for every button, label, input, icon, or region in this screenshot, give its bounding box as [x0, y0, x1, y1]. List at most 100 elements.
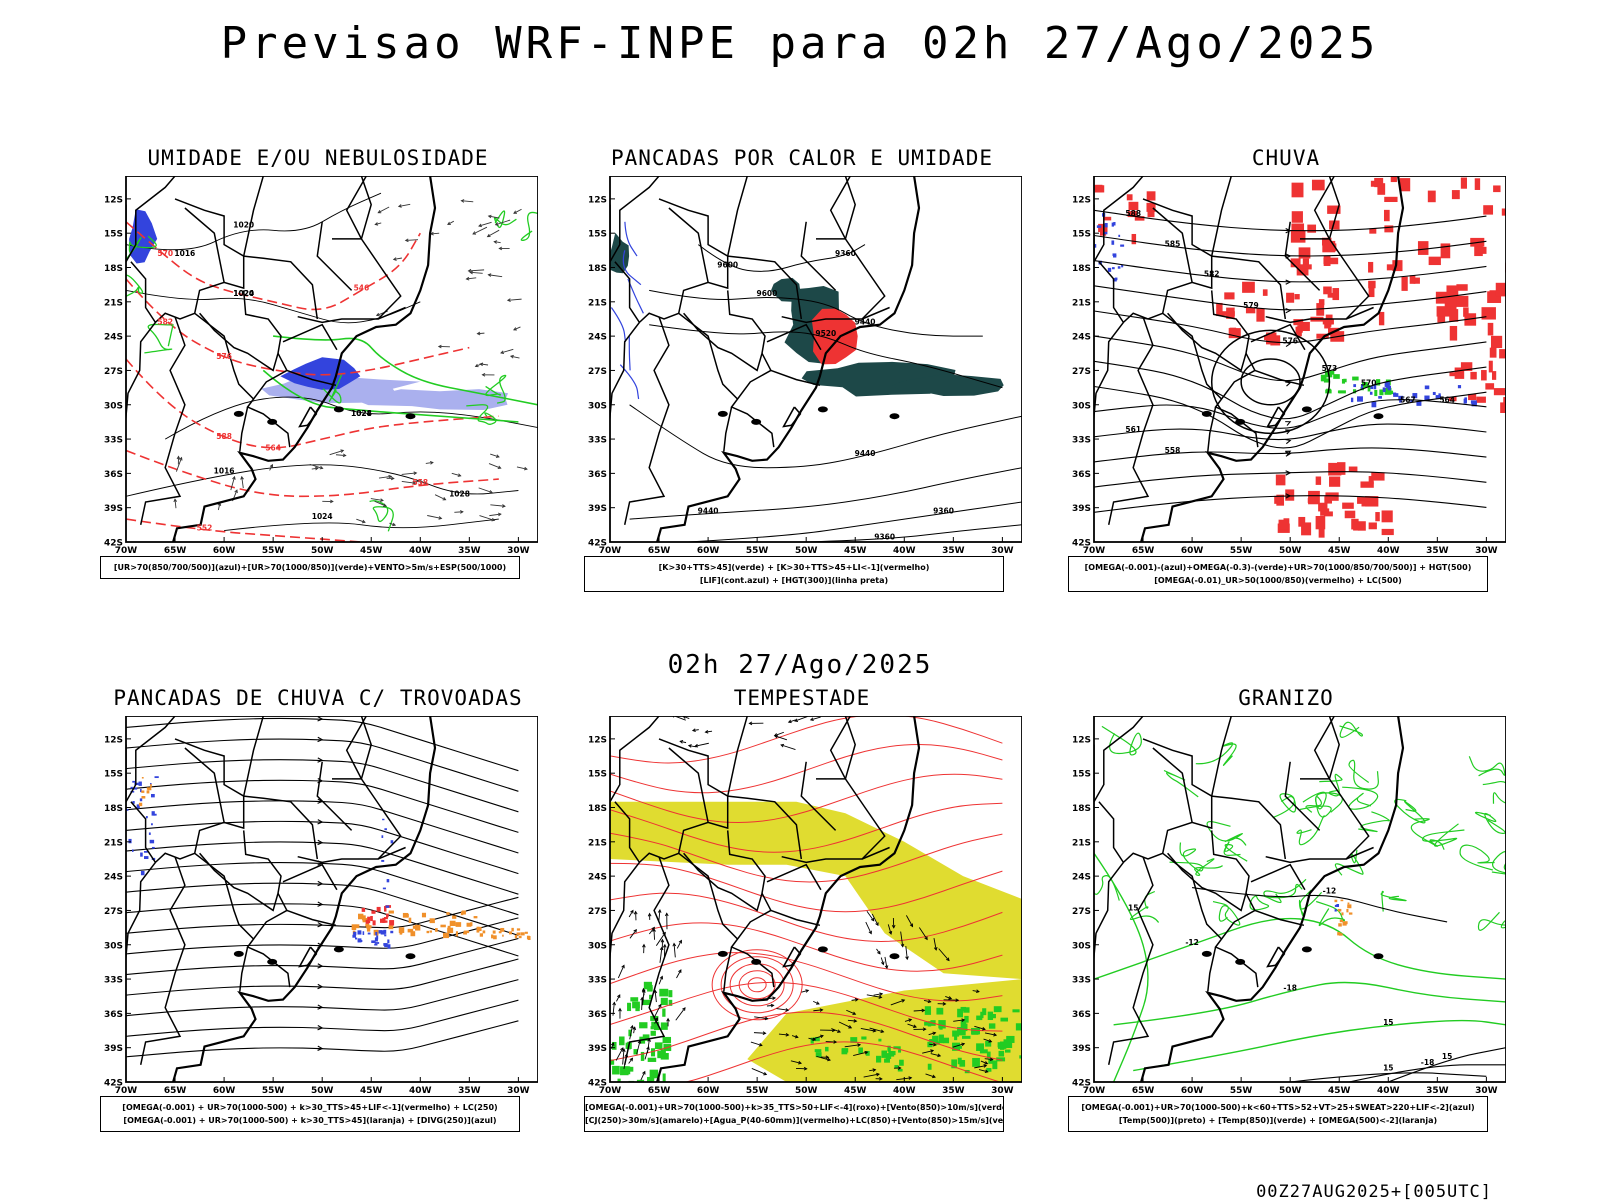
legend-line: [OMEGA(-0.001)+UR>70(1000-500)+k<60+TTS>… — [1069, 1101, 1487, 1114]
legend-trovoadas: [OMEGA(-0.001) + UR>70(1000-500) + k>30_… — [100, 1096, 520, 1132]
rain-red-area — [1483, 205, 1493, 214]
blue-divergence-area — [150, 840, 154, 843]
blue-divergence-area — [139, 782, 142, 786]
lat-tick-label: 15S — [1072, 770, 1091, 780]
lat-tick-label: 18S — [588, 264, 607, 274]
rain-red-area — [1452, 190, 1460, 199]
wind-green-area — [815, 1049, 822, 1052]
rain-blue-area — [1113, 222, 1115, 226]
panel-title: CHUVA — [1066, 146, 1506, 170]
blue-divergence-area — [388, 944, 391, 948]
wind-green-area — [943, 1038, 949, 1044]
orange-shower-area — [141, 796, 145, 799]
contour-label: 1016 — [174, 249, 195, 258]
wind-green-area — [1004, 1039, 1013, 1048]
main-title: Previsao WRF-INPE para 02h 27/Ago/2025 — [0, 18, 1600, 69]
wind-green-area — [662, 1009, 665, 1017]
wind-green-area — [980, 1049, 988, 1053]
red-thunder-area — [389, 920, 394, 925]
rain-red-area — [1365, 499, 1377, 505]
rain-red-area — [1369, 522, 1377, 529]
rain-red-area — [1493, 185, 1500, 192]
orange-shower-area — [493, 935, 497, 939]
lat-tick-label: 36S — [1072, 1010, 1091, 1020]
wind-green-area — [999, 1051, 1005, 1057]
lat-tick-label: 15S — [1072, 230, 1091, 240]
lat-tick-label: 24S — [1072, 333, 1091, 343]
legend-line: [OMEGA(-0.01)_UR>50(1000/850)(vermelho) … — [1069, 574, 1487, 587]
red-thunder-area — [362, 908, 365, 912]
rain-blue-area — [1458, 385, 1461, 388]
rain-blue-area — [1108, 268, 1111, 272]
lon-tick-label: 40W — [409, 1086, 432, 1096]
lon-tick-label: 40W — [1377, 546, 1400, 556]
blue-divergence-area — [153, 814, 156, 816]
orange-shower-area — [443, 933, 449, 938]
rain-red-area — [1316, 516, 1326, 529]
contour-label: 573 — [1322, 364, 1338, 373]
contour-label: -12 — [1323, 886, 1337, 895]
wind-green-area — [898, 1050, 901, 1053]
orange-shower-area — [502, 935, 504, 937]
rain-red-area — [1500, 402, 1506, 413]
rain-blue-area — [1425, 386, 1430, 390]
wind-green-area — [632, 1002, 640, 1009]
orange-shower-area — [147, 787, 151, 789]
wind-green-area — [648, 1058, 657, 1062]
contour-label: 570 — [157, 249, 173, 258]
lon-tick-label: 35W — [942, 1086, 965, 1096]
wind-green-area — [928, 1064, 932, 1070]
rain-blue-area — [1118, 266, 1121, 268]
lat-tick-label: 24S — [1072, 873, 1091, 883]
legend-granizo: [OMEGA(-0.001)+UR>70(1000-500)+k<60+TTS>… — [1068, 1096, 1488, 1132]
wind-green-area — [1000, 1018, 1008, 1022]
map-granizo: -12-18151515-1815-1212S15S18S21S24S27S30… — [1066, 716, 1506, 1116]
rain-red-area — [1299, 247, 1311, 258]
orange-shower-area — [147, 790, 150, 793]
lat-tick-label: 27S — [104, 367, 123, 377]
lon-tick-label: 35W — [1426, 1086, 1449, 1096]
rain-red-area — [1489, 361, 1493, 373]
lon-tick-label: 35W — [458, 546, 481, 556]
rain-green-area — [1338, 391, 1342, 394]
rain-red-area — [1437, 306, 1451, 316]
orange-shower-area — [448, 926, 451, 930]
red-thunder-area — [380, 919, 384, 923]
orange-shower-area — [430, 930, 432, 932]
lat-tick-label: 21S — [1072, 298, 1091, 308]
rain-red-area — [1478, 247, 1486, 254]
rain-blue-area — [1471, 400, 1477, 403]
orange-shower-area — [517, 932, 521, 935]
lon-tick-label: 35W — [942, 546, 965, 556]
lat-tick-label: 33S — [104, 976, 123, 986]
rain-red-area — [1384, 197, 1397, 202]
rain-red-area — [1494, 388, 1505, 395]
panel-title: TEMPESTADE — [582, 686, 1022, 710]
rain-blue-area — [1120, 245, 1124, 247]
lat-tick-label: 15S — [104, 230, 123, 240]
orange-shower-area — [511, 928, 513, 932]
orange-shower-area — [403, 914, 409, 918]
rain-red-area — [1292, 183, 1304, 198]
contour-label: -18 — [1283, 984, 1297, 993]
rain-red-area — [1375, 512, 1380, 521]
rain-red-area — [1301, 522, 1311, 535]
rain-red-area — [1410, 275, 1416, 284]
lon-tick-label: 50W — [1279, 1086, 1302, 1096]
lat-tick-label: 39S — [1072, 504, 1091, 514]
wind-green-area — [647, 1077, 654, 1085]
lon-tick-label: 45W — [360, 546, 383, 556]
rain-red-area — [1342, 503, 1354, 509]
rain-red-area — [1400, 178, 1410, 191]
orange-shower-area — [456, 922, 462, 927]
lon-tick-label: 30W — [991, 1086, 1014, 1096]
orange-shower-area — [422, 913, 426, 918]
lat-tick-label: 21S — [104, 838, 123, 848]
rain-red-area — [1382, 510, 1393, 522]
legend-line: [LIF](cont.azul) + [HGT(300)](linha pret… — [585, 574, 1003, 587]
contour-label: 15 — [1383, 1018, 1393, 1027]
wind-green-area — [899, 1060, 904, 1066]
contour-label: 9360 — [835, 249, 856, 258]
legend-line: [CJ(250)>30m/s](amarelo)+[Agua_P(40-60mm… — [585, 1114, 1003, 1127]
